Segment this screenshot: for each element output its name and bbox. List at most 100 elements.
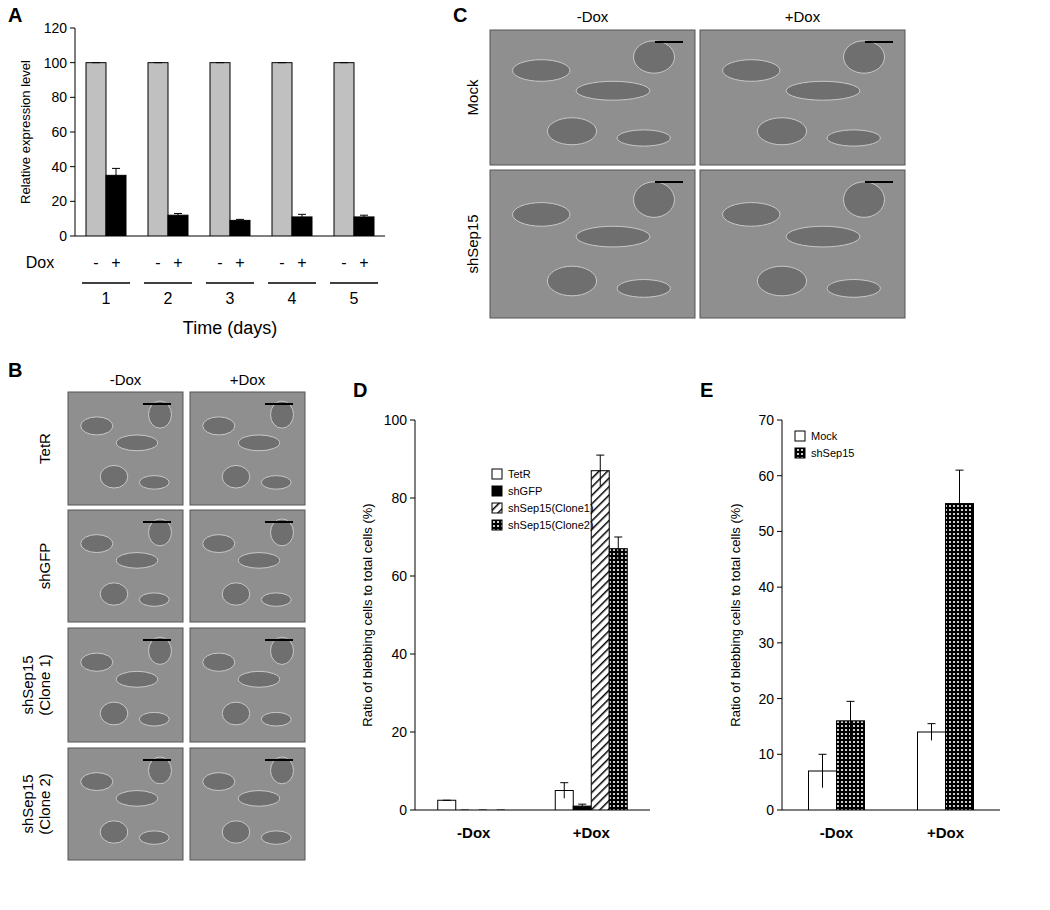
cell-shape [786,81,860,100]
y-tick [70,201,75,202]
micrograph-bg [68,510,183,622]
error-bar [956,470,964,537]
bar [86,63,106,236]
error-cap [360,215,368,216]
bar [230,220,250,236]
y-tick-label: 0 [59,228,67,244]
panel-letter: E [700,379,713,401]
cell-shape [844,41,885,73]
scale-bar [143,521,171,523]
x-tick-label: 3 [226,290,235,307]
legend-label: TetR [508,468,531,480]
cell-shape [222,821,250,843]
bars [438,455,628,810]
cell-shape [100,702,128,725]
error-bar [819,754,827,787]
error-stem [364,215,365,218]
error-cap [956,470,964,471]
error-cap [154,62,162,63]
cell-shape [261,712,291,726]
micrograph [190,392,305,505]
row-label: (Clone 2) [36,773,53,835]
scale-bar [265,403,293,405]
bar [918,732,946,810]
error-stem [582,804,583,808]
legend-swatch [492,469,502,479]
x-tick-label: 2 [164,290,173,307]
y-tick [777,754,782,755]
error-cap [596,455,604,456]
y-label: Ratio of blebbing cells to total cells (… [360,503,375,726]
bar [106,175,126,236]
y-tick [70,28,75,29]
bar [272,63,292,236]
bar [168,215,188,236]
scale-bar [143,403,171,405]
y-tick [410,654,415,655]
legend-swatch [795,431,805,441]
column-label: -Dox [577,8,609,25]
y-tick-label: 20 [51,193,67,209]
cell-shape [222,465,250,488]
error-stem [931,724,932,741]
y-tick-label: 0 [399,802,407,818]
chart: 020406080100120Relative expression level [18,20,385,244]
error-cap [340,62,348,63]
bar [456,810,474,811]
y-tick-label: 40 [758,579,774,595]
panel-letter: A [8,4,22,26]
x-tick-label: -Dox [820,824,854,841]
x-tick-label: 5 [350,290,359,307]
error-cap [928,723,936,724]
series-label: + [297,254,306,271]
x-tick-label: +Dox [927,824,965,841]
bars [809,470,974,810]
micrograph-bg [190,392,305,505]
cell-shape [547,118,596,145]
cell-shape [81,417,113,435]
bar [474,810,492,811]
micrograph [700,170,905,318]
y-tick [70,166,75,167]
error-stem [178,213,179,216]
micrograph-bg [190,510,305,622]
y-tick-label: 0 [766,802,774,818]
y-tick-label: 40 [51,159,67,175]
cell-shape [100,583,128,605]
y-tick [777,810,782,811]
series-label: + [359,254,368,271]
bar [354,217,374,236]
cell-shape [757,266,806,296]
cell-shape [116,435,157,451]
y-tick-label: 100 [44,55,68,71]
error-bar [560,783,568,799]
y-tick-label: 50 [758,523,774,539]
y-tick-label: 100 [384,412,408,428]
x-tick-label: 1 [102,290,111,307]
micrograph-bg [190,748,305,860]
legend-label: shSep15(Clone1) [508,502,594,514]
group-underline [206,282,254,284]
error-bar [461,810,469,811]
column-label: +Dox [230,371,266,388]
cell-shape [634,41,675,73]
y-tick-label: 40 [391,646,407,662]
error-bar [92,62,100,63]
y-label: Ratio of blebbing cells to total cells (… [728,503,743,726]
legend-label: shSep15(Clone2) [508,519,594,531]
y-tick [777,698,782,699]
error-bar [298,214,306,219]
x-tick-label: -Dox [457,824,491,841]
error-cap [298,214,306,215]
error-bar [578,804,586,808]
scale-bar [655,41,683,43]
error-bar [928,724,936,741]
error-cap [112,168,120,169]
cell-shape [617,130,670,146]
y-tick-label: 10 [758,746,774,762]
micrograph [68,392,183,505]
cell-shape [576,226,650,247]
micrograph-bg [490,170,695,318]
cell-shape [139,712,169,726]
micrograph [68,510,183,622]
